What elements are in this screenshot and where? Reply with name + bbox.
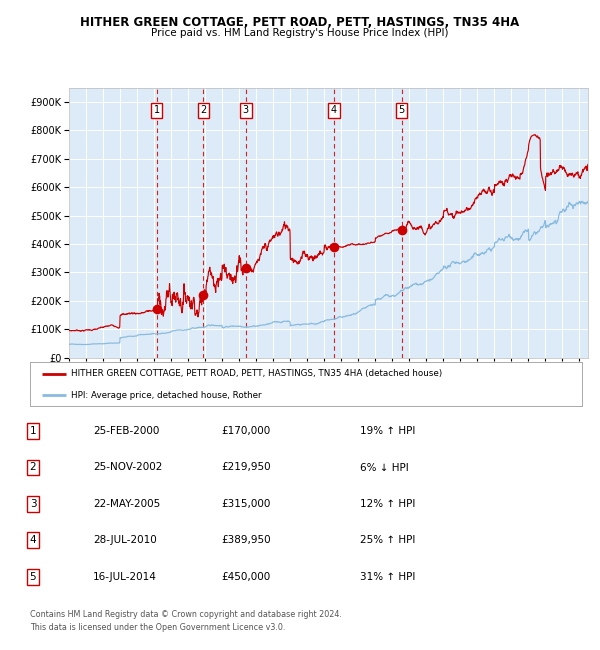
Text: Price paid vs. HM Land Registry's House Price Index (HPI): Price paid vs. HM Land Registry's House …	[151, 28, 449, 38]
Text: 2: 2	[29, 463, 37, 473]
Text: 6% ↓ HPI: 6% ↓ HPI	[360, 463, 409, 473]
Text: 1: 1	[29, 426, 37, 436]
Text: 25-NOV-2002: 25-NOV-2002	[93, 463, 163, 473]
Text: HITHER GREEN COTTAGE, PETT ROAD, PETT, HASTINGS, TN35 4HA: HITHER GREEN COTTAGE, PETT ROAD, PETT, H…	[80, 16, 520, 29]
Text: Contains HM Land Registry data © Crown copyright and database right 2024.: Contains HM Land Registry data © Crown c…	[30, 610, 342, 619]
Text: 19% ↑ HPI: 19% ↑ HPI	[360, 426, 415, 436]
Text: 4: 4	[29, 536, 37, 545]
Text: 5: 5	[29, 572, 37, 582]
Text: 31% ↑ HPI: 31% ↑ HPI	[360, 572, 415, 582]
Text: £315,000: £315,000	[221, 499, 271, 509]
Text: 28-JUL-2010: 28-JUL-2010	[93, 536, 157, 545]
Text: 25-FEB-2000: 25-FEB-2000	[93, 426, 160, 436]
Text: £450,000: £450,000	[221, 572, 271, 582]
Text: 1: 1	[154, 105, 160, 116]
Text: HPI: Average price, detached house, Rother: HPI: Average price, detached house, Roth…	[71, 391, 262, 400]
Text: 22-MAY-2005: 22-MAY-2005	[93, 499, 160, 509]
Text: 16-JUL-2014: 16-JUL-2014	[93, 572, 157, 582]
Text: 25% ↑ HPI: 25% ↑ HPI	[360, 536, 415, 545]
Text: £219,950: £219,950	[221, 463, 271, 473]
Text: £389,950: £389,950	[221, 536, 271, 545]
Text: 3: 3	[243, 105, 249, 116]
Text: HITHER GREEN COTTAGE, PETT ROAD, PETT, HASTINGS, TN35 4HA (detached house): HITHER GREEN COTTAGE, PETT ROAD, PETT, H…	[71, 369, 443, 378]
Text: 12% ↑ HPI: 12% ↑ HPI	[360, 499, 415, 509]
Text: 3: 3	[29, 499, 37, 509]
Text: 5: 5	[398, 105, 404, 116]
Text: This data is licensed under the Open Government Licence v3.0.: This data is licensed under the Open Gov…	[30, 623, 286, 632]
Text: 2: 2	[200, 105, 206, 116]
Text: £170,000: £170,000	[221, 426, 271, 436]
Text: 4: 4	[331, 105, 337, 116]
